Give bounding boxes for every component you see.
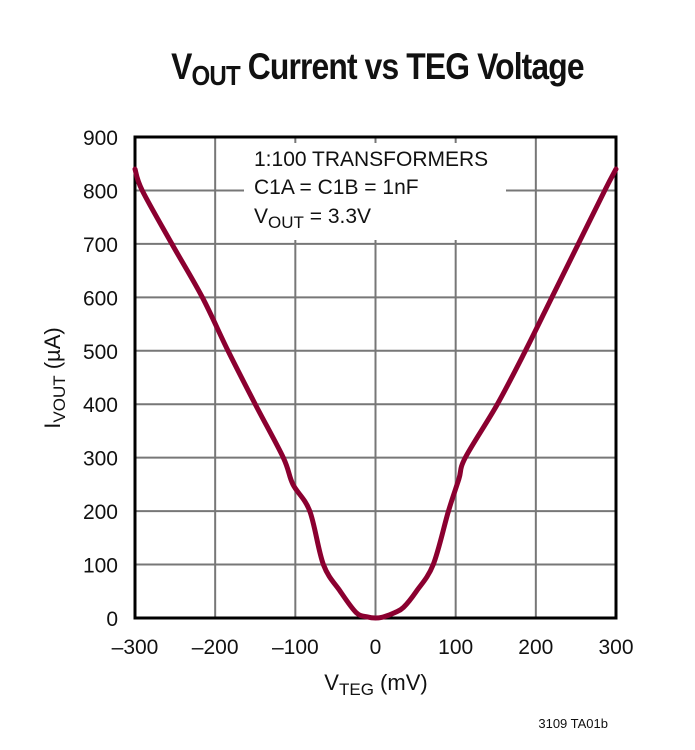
y-tick-label: 700 [83,234,118,257]
title-main: V [171,46,192,87]
x-tick-label: 100 [438,636,473,659]
chart-title: VOUT Current vs TEG Voltage [53,46,695,92]
annotation-mask [244,143,506,240]
y-tick-label: 0 [106,608,118,631]
x-tick-labels: –300 –200 –100 0 100 200 300 [112,636,634,659]
x-tick-label: –200 [192,636,239,659]
title-rest: Current vs TEG Voltage [239,46,585,87]
y-tick-label: 500 [83,341,118,364]
x-tick-label: –100 [272,636,319,659]
y-axis-label: IVOUT (µA) [40,327,69,428]
x-tick-label: 300 [598,636,633,659]
annotation-line-3: VOUT = 3.3V [254,205,371,232]
x-tick-label: 0 [370,636,382,659]
figure-id: 3109 TA01b [538,716,608,731]
x-axis-label: VTEG (mV) [324,670,427,699]
y-tick-label: 600 [83,287,118,310]
annotation-line-2: C1A = C1B = 1nF [254,176,419,199]
title-subscript: OUT [191,60,241,91]
y-tick-label: 200 [83,501,118,524]
y-tick-label: 300 [83,448,118,471]
y-tick-label: 900 [83,127,118,150]
y-tick-label: 100 [83,555,118,578]
y-tick-label: 400 [83,394,118,417]
x-tick-label: –300 [112,636,159,659]
data-series-ivout [132,166,619,621]
annotation-line-1: 1:100 TRANSFORMERS [254,148,488,171]
x-tick-label: 200 [518,636,553,659]
y-tick-labels: 0 100 200 300 400 500 600 700 800 900 [83,127,118,631]
y-tick-label: 800 [83,180,118,203]
